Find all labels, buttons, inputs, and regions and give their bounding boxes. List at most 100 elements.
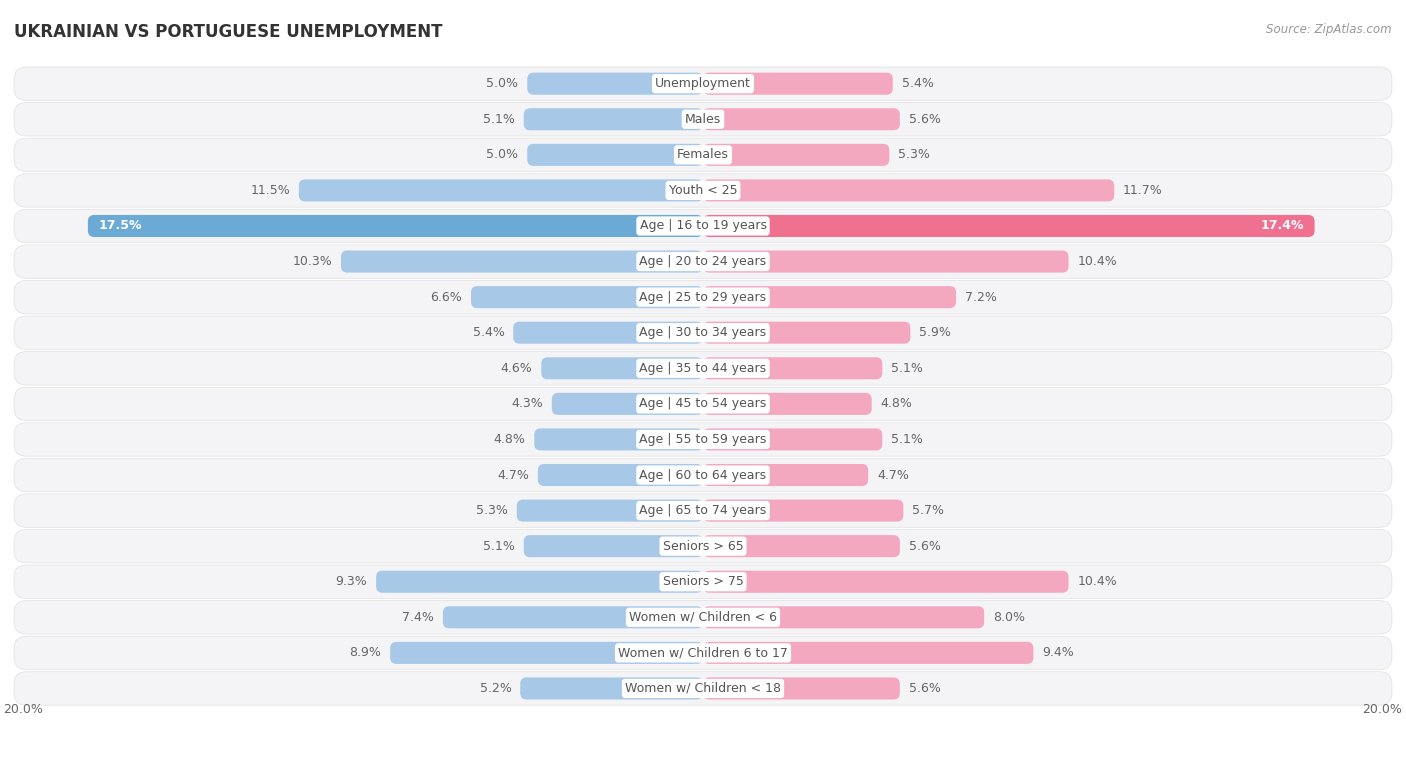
Text: 9.4%: 9.4%: [1042, 646, 1074, 659]
Text: 5.3%: 5.3%: [477, 504, 508, 517]
FancyBboxPatch shape: [14, 280, 1392, 314]
Text: 17.5%: 17.5%: [98, 220, 142, 232]
FancyBboxPatch shape: [443, 606, 703, 628]
Text: 5.0%: 5.0%: [486, 148, 519, 161]
FancyBboxPatch shape: [340, 251, 703, 273]
FancyBboxPatch shape: [14, 102, 1392, 136]
Text: Women w/ Children 6 to 17: Women w/ Children 6 to 17: [619, 646, 787, 659]
FancyBboxPatch shape: [14, 600, 1392, 634]
Text: 11.5%: 11.5%: [250, 184, 290, 197]
Text: Women w/ Children < 18: Women w/ Children < 18: [626, 682, 780, 695]
FancyBboxPatch shape: [703, 179, 1114, 201]
FancyBboxPatch shape: [14, 245, 1392, 279]
Text: 4.6%: 4.6%: [501, 362, 533, 375]
Text: Unemployment: Unemployment: [655, 77, 751, 90]
Text: Women w/ Children < 6: Women w/ Children < 6: [628, 611, 778, 624]
FancyBboxPatch shape: [14, 67, 1392, 101]
Text: 4.7%: 4.7%: [498, 469, 529, 481]
Text: Seniors > 65: Seniors > 65: [662, 540, 744, 553]
Text: 5.6%: 5.6%: [908, 113, 941, 126]
Text: 5.4%: 5.4%: [472, 326, 505, 339]
Text: 5.4%: 5.4%: [901, 77, 934, 90]
FancyBboxPatch shape: [527, 73, 703, 95]
Text: 8.9%: 8.9%: [350, 646, 381, 659]
Text: Females: Females: [678, 148, 728, 161]
Text: 5.1%: 5.1%: [891, 433, 922, 446]
Text: 5.9%: 5.9%: [920, 326, 950, 339]
Text: 5.2%: 5.2%: [479, 682, 512, 695]
FancyBboxPatch shape: [703, 357, 883, 379]
Text: 5.3%: 5.3%: [898, 148, 929, 161]
FancyBboxPatch shape: [703, 251, 1069, 273]
Text: 9.3%: 9.3%: [336, 575, 367, 588]
FancyBboxPatch shape: [14, 529, 1392, 563]
FancyBboxPatch shape: [703, 500, 904, 522]
FancyBboxPatch shape: [703, 108, 900, 130]
FancyBboxPatch shape: [517, 500, 703, 522]
Text: 6.6%: 6.6%: [430, 291, 463, 304]
Text: Seniors > 75: Seniors > 75: [662, 575, 744, 588]
FancyBboxPatch shape: [541, 357, 703, 379]
Text: 7.2%: 7.2%: [965, 291, 997, 304]
Text: Age | 55 to 59 years: Age | 55 to 59 years: [640, 433, 766, 446]
Text: 17.4%: 17.4%: [1261, 220, 1305, 232]
Text: 5.1%: 5.1%: [484, 113, 515, 126]
FancyBboxPatch shape: [703, 642, 1033, 664]
Text: Age | 25 to 29 years: Age | 25 to 29 years: [640, 291, 766, 304]
FancyBboxPatch shape: [703, 144, 889, 166]
Text: Age | 60 to 64 years: Age | 60 to 64 years: [640, 469, 766, 481]
FancyBboxPatch shape: [14, 494, 1392, 528]
Text: 5.0%: 5.0%: [486, 77, 519, 90]
FancyBboxPatch shape: [14, 138, 1392, 172]
Text: Source: ZipAtlas.com: Source: ZipAtlas.com: [1267, 23, 1392, 36]
FancyBboxPatch shape: [703, 464, 869, 486]
Text: Age | 35 to 44 years: Age | 35 to 44 years: [640, 362, 766, 375]
FancyBboxPatch shape: [375, 571, 703, 593]
FancyBboxPatch shape: [520, 678, 703, 699]
Text: Age | 30 to 34 years: Age | 30 to 34 years: [640, 326, 766, 339]
FancyBboxPatch shape: [527, 144, 703, 166]
Text: 20.0%: 20.0%: [4, 702, 44, 715]
Text: 20.0%: 20.0%: [1362, 702, 1402, 715]
FancyBboxPatch shape: [14, 458, 1392, 492]
Text: Age | 65 to 74 years: Age | 65 to 74 years: [640, 504, 766, 517]
FancyBboxPatch shape: [703, 286, 956, 308]
Text: 5.1%: 5.1%: [891, 362, 922, 375]
FancyBboxPatch shape: [14, 422, 1392, 456]
FancyBboxPatch shape: [703, 535, 900, 557]
Text: 10.4%: 10.4%: [1077, 255, 1118, 268]
Legend: Ukrainian, Portuguese: Ukrainian, Portuguese: [596, 756, 810, 757]
FancyBboxPatch shape: [391, 642, 703, 664]
Text: Age | 20 to 24 years: Age | 20 to 24 years: [640, 255, 766, 268]
FancyBboxPatch shape: [534, 428, 703, 450]
FancyBboxPatch shape: [703, 571, 1069, 593]
FancyBboxPatch shape: [524, 108, 703, 130]
FancyBboxPatch shape: [703, 215, 1315, 237]
FancyBboxPatch shape: [703, 678, 900, 699]
Text: Males: Males: [685, 113, 721, 126]
Text: 4.3%: 4.3%: [512, 397, 543, 410]
FancyBboxPatch shape: [87, 215, 703, 237]
Text: Age | 45 to 54 years: Age | 45 to 54 years: [640, 397, 766, 410]
FancyBboxPatch shape: [14, 636, 1392, 670]
FancyBboxPatch shape: [14, 316, 1392, 350]
FancyBboxPatch shape: [14, 565, 1392, 599]
Text: 5.6%: 5.6%: [908, 682, 941, 695]
FancyBboxPatch shape: [537, 464, 703, 486]
FancyBboxPatch shape: [703, 606, 984, 628]
Text: 7.4%: 7.4%: [402, 611, 434, 624]
Text: UKRAINIAN VS PORTUGUESE UNEMPLOYMENT: UKRAINIAN VS PORTUGUESE UNEMPLOYMENT: [14, 23, 443, 41]
FancyBboxPatch shape: [14, 209, 1392, 243]
FancyBboxPatch shape: [14, 173, 1392, 207]
FancyBboxPatch shape: [513, 322, 703, 344]
FancyBboxPatch shape: [14, 387, 1392, 421]
FancyBboxPatch shape: [551, 393, 703, 415]
Text: 8.0%: 8.0%: [993, 611, 1025, 624]
FancyBboxPatch shape: [299, 179, 703, 201]
Text: Age | 16 to 19 years: Age | 16 to 19 years: [640, 220, 766, 232]
FancyBboxPatch shape: [703, 73, 893, 95]
Text: Youth < 25: Youth < 25: [669, 184, 737, 197]
FancyBboxPatch shape: [14, 351, 1392, 385]
Text: 5.7%: 5.7%: [912, 504, 945, 517]
Text: 5.1%: 5.1%: [484, 540, 515, 553]
